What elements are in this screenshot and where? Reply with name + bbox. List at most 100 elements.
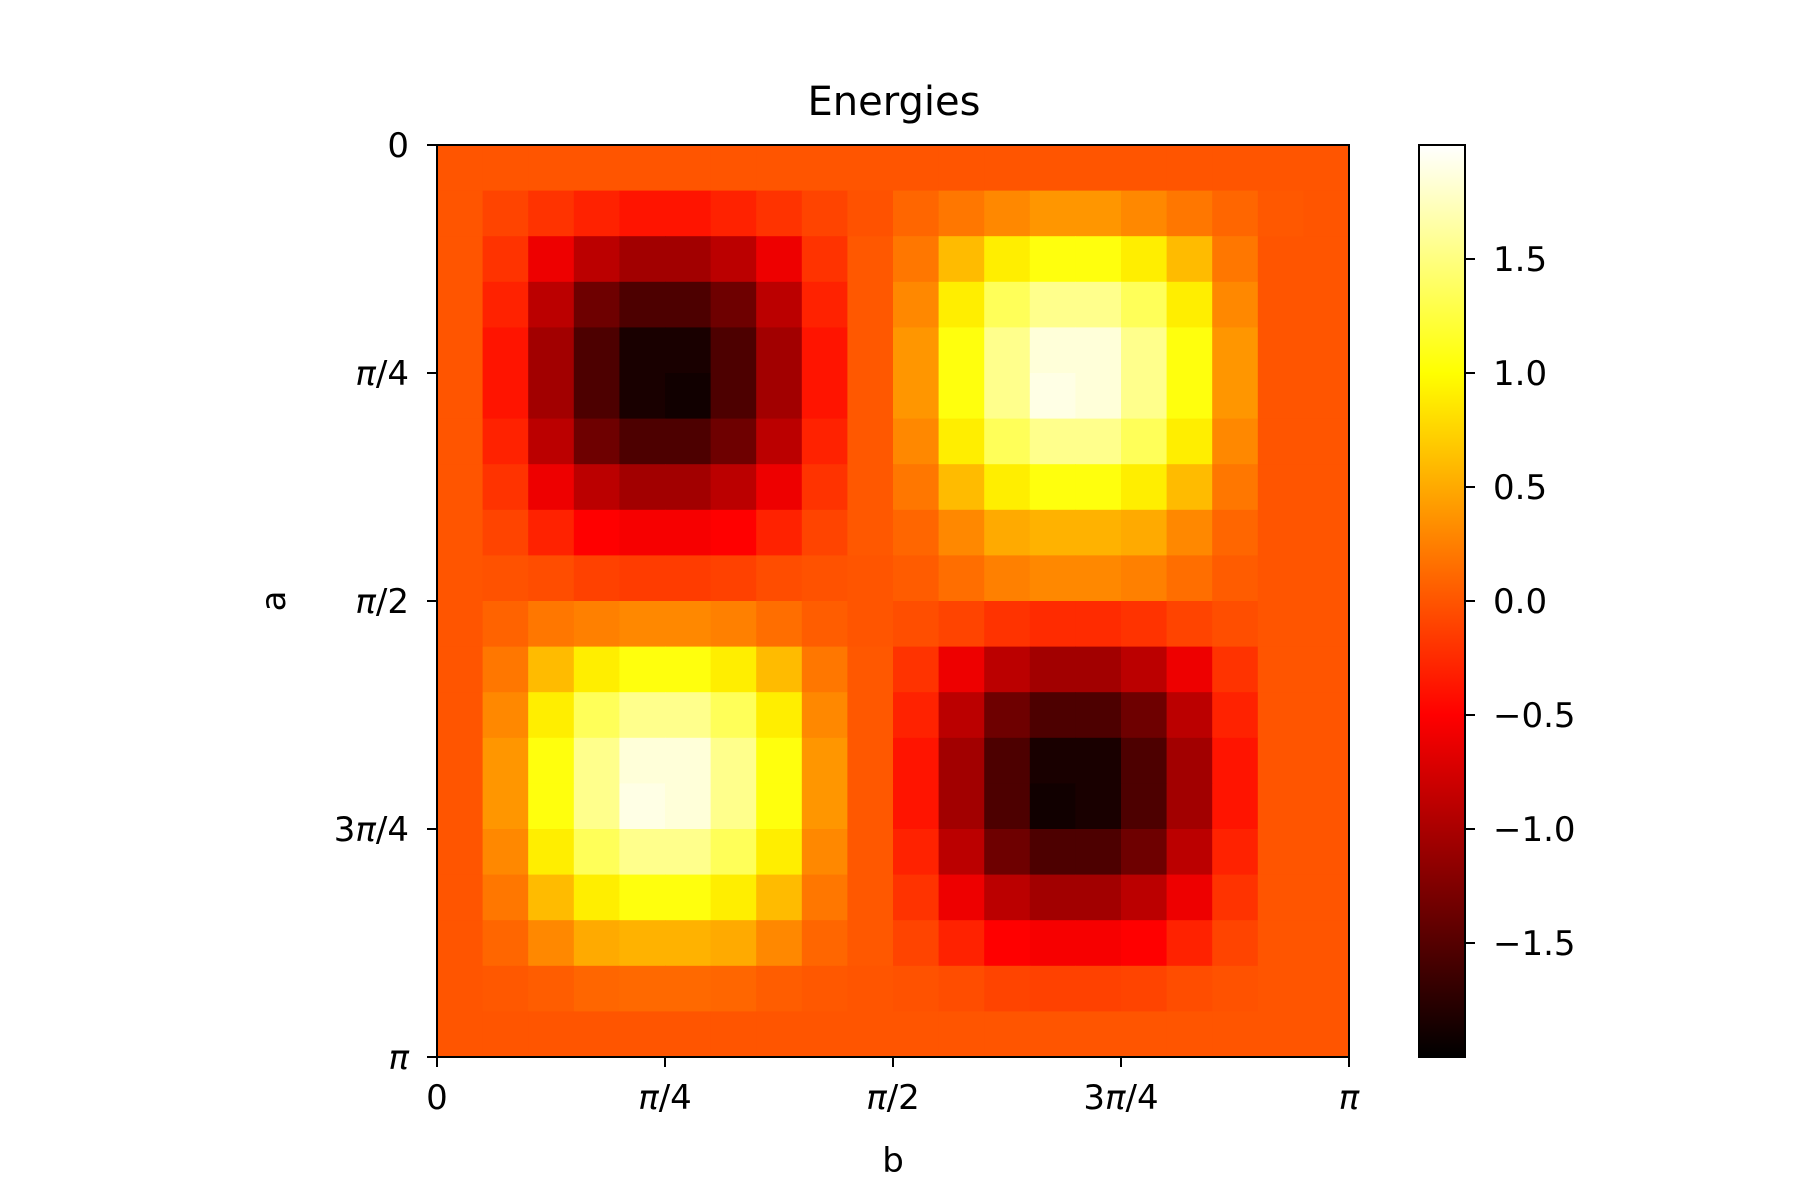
heatmap-cell xyxy=(665,601,712,648)
heatmap-cell xyxy=(756,829,803,876)
heatmap-cell xyxy=(1166,281,1213,328)
heatmap-cell xyxy=(528,1011,575,1058)
heatmap-cell xyxy=(893,190,940,237)
heatmap-cell xyxy=(893,281,940,328)
heatmap-cell xyxy=(1212,874,1259,921)
heatmap-cell xyxy=(665,236,712,283)
heatmap-cell xyxy=(710,418,757,465)
heatmap-cell xyxy=(528,874,575,921)
heatmap-cell xyxy=(665,1011,712,1058)
heatmap-cell xyxy=(756,783,803,830)
heatmap-cell xyxy=(1121,1011,1168,1058)
heatmap-cell xyxy=(984,737,1031,784)
heatmap-cell xyxy=(984,965,1031,1012)
heatmap-cell xyxy=(619,327,666,374)
heatmap-cell xyxy=(437,327,484,374)
heatmap-cell xyxy=(984,829,1031,876)
heatmap-cell xyxy=(710,829,757,876)
heatmap-cell xyxy=(528,920,575,967)
heatmap-cell xyxy=(938,281,985,328)
heatmap-cell xyxy=(938,373,985,420)
heatmap-cell xyxy=(1121,737,1168,784)
heatmap-cell xyxy=(1212,190,1259,237)
heatmap-cell xyxy=(1303,145,1350,192)
heatmap-cell xyxy=(1075,281,1122,328)
heatmap-cell xyxy=(893,965,940,1012)
heatmap-cell xyxy=(528,737,575,784)
heatmap-cell xyxy=(482,692,529,739)
heatmap-cell xyxy=(573,373,620,420)
heatmap-cell xyxy=(893,783,940,830)
heatmap-cell xyxy=(1029,281,1076,328)
heatmap-cell xyxy=(619,874,666,921)
heatmap-cell xyxy=(482,190,529,237)
x-axis-label: b xyxy=(882,1141,904,1181)
heatmap-cell xyxy=(938,737,985,784)
heatmap-cell xyxy=(1121,509,1168,556)
heatmap-cell xyxy=(437,509,484,556)
heatmap-cell xyxy=(984,646,1031,693)
heatmap-cell xyxy=(665,509,712,556)
heatmap-cell xyxy=(619,646,666,693)
heatmap-cell xyxy=(847,236,894,283)
heatmap-cell xyxy=(938,783,985,830)
heatmap-cell xyxy=(1029,829,1076,876)
heatmap-cell xyxy=(619,464,666,511)
heatmap-cell xyxy=(437,145,484,192)
heatmap-cell xyxy=(437,874,484,921)
heatmap-cell xyxy=(893,692,940,739)
heatmap-cell xyxy=(665,281,712,328)
heatmap-cell xyxy=(1257,829,1304,876)
heatmap-cell xyxy=(801,327,848,374)
heatmap-cell xyxy=(1212,646,1259,693)
heatmap-cell xyxy=(1029,464,1076,511)
heatmap-cell xyxy=(665,464,712,511)
heatmap-cell xyxy=(1257,601,1304,648)
heatmap-cell xyxy=(710,692,757,739)
heatmap-cell xyxy=(847,509,894,556)
heatmap-cell xyxy=(1075,236,1122,283)
heatmap-cell xyxy=(984,601,1031,648)
heatmap-cell xyxy=(482,373,529,420)
heatmap-cell xyxy=(893,464,940,511)
heatmap-cell xyxy=(1257,920,1304,967)
heatmap-cell xyxy=(1303,509,1350,556)
heatmap-cell xyxy=(482,965,529,1012)
heatmap-cell xyxy=(1075,509,1122,556)
heatmap-cell xyxy=(619,281,666,328)
heatmap-cell xyxy=(528,145,575,192)
heatmap-cell xyxy=(1075,737,1122,784)
heatmap-cell xyxy=(938,418,985,465)
heatmap-cell xyxy=(1257,373,1304,420)
heatmap-cell xyxy=(1166,1011,1213,1058)
heatmap-cell xyxy=(1121,601,1168,648)
heatmap-cell xyxy=(482,920,529,967)
heatmap-cell xyxy=(938,190,985,237)
heatmap-cell xyxy=(573,509,620,556)
heatmap-cell xyxy=(619,190,666,237)
heatmap-cell xyxy=(1303,281,1350,328)
heatmap-cell xyxy=(482,646,529,693)
heatmap-cell xyxy=(893,829,940,876)
heatmap-cell xyxy=(756,601,803,648)
heatmap-cell xyxy=(1212,418,1259,465)
heatmap-cell xyxy=(1075,418,1122,465)
heatmap-cell xyxy=(665,783,712,830)
heatmap-cell xyxy=(1303,737,1350,784)
heatmap-cell xyxy=(710,1011,757,1058)
colorbar-tick-label: 0.0 xyxy=(1493,582,1547,622)
heatmap-cell xyxy=(801,145,848,192)
heatmap-cell xyxy=(756,965,803,1012)
heatmap-cell xyxy=(528,418,575,465)
heatmap-cell xyxy=(1029,601,1076,648)
heatmap-cell xyxy=(1029,692,1076,739)
heatmap-cell xyxy=(893,737,940,784)
heatmap-cell xyxy=(1166,145,1213,192)
heatmap-cell xyxy=(1029,965,1076,1012)
heatmap-cell xyxy=(1029,373,1076,420)
heatmap-cell xyxy=(437,692,484,739)
heatmap-cell xyxy=(893,373,940,420)
heatmap-cell xyxy=(1121,464,1168,511)
heatmap-cell xyxy=(1075,555,1122,602)
heatmap-cell xyxy=(619,555,666,602)
